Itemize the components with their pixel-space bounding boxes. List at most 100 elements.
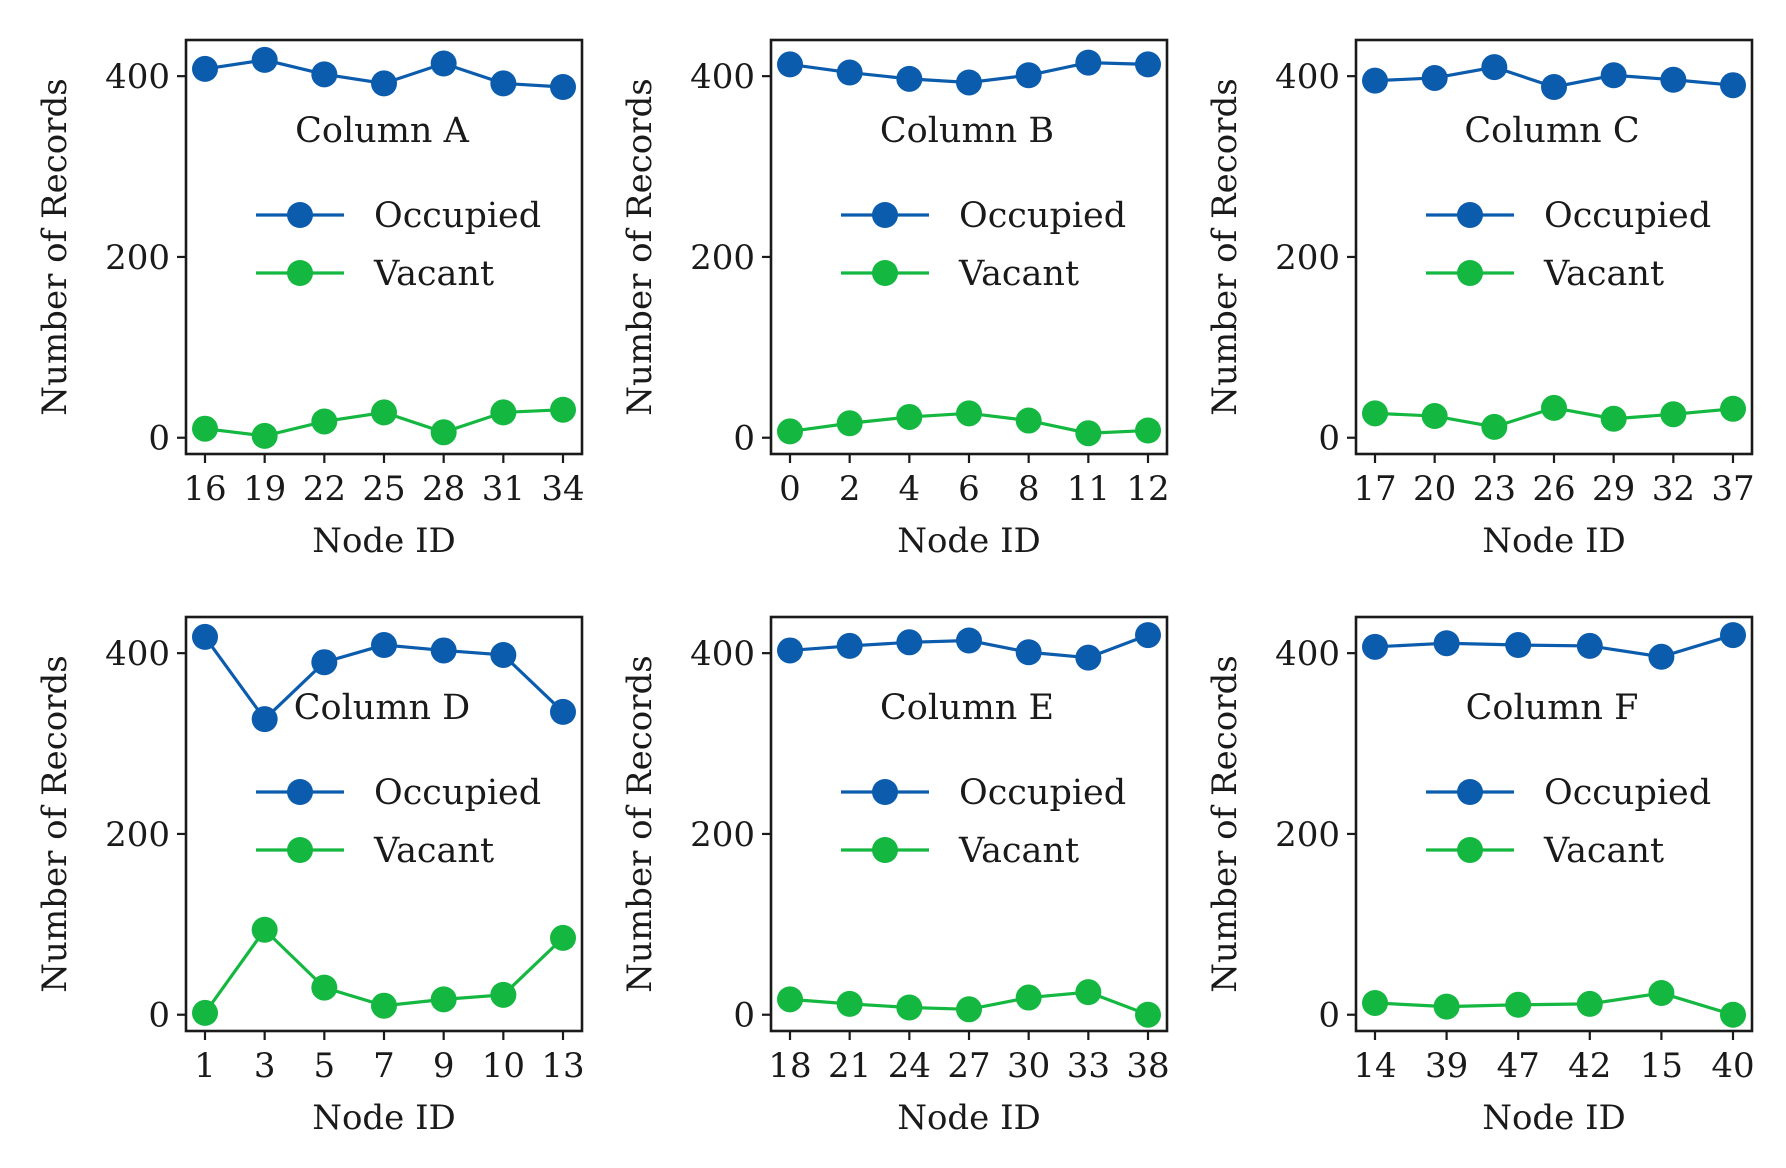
y-tick-label: 0 — [148, 419, 170, 459]
x-tick-label: 39 — [1425, 1046, 1468, 1086]
legend-marker — [1457, 779, 1483, 805]
legend-label: Vacant — [373, 831, 494, 871]
legend-marker — [1457, 837, 1483, 863]
legend-marker — [872, 779, 898, 805]
x-axis-label: Node ID — [1482, 521, 1626, 561]
data-point-occupied — [371, 632, 397, 659]
legend-entry-vacant: Vacant — [841, 831, 1079, 871]
legend-entry-vacant: Vacant — [256, 254, 494, 294]
y-tick-label: 200 — [690, 815, 755, 855]
x-tick-label: 3 — [254, 1046, 276, 1086]
legend-marker — [872, 837, 898, 863]
x-tick-label: 1 — [194, 1046, 216, 1086]
legend-entry-occupied: Occupied — [841, 196, 1126, 236]
data-point-occupied — [1541, 74, 1567, 101]
y-tick-label: 0 — [148, 996, 170, 1036]
data-point-vacant — [1600, 405, 1627, 432]
data-point-occupied — [896, 65, 923, 92]
data-point-occupied — [1648, 643, 1675, 670]
x-tick-label: 17 — [1353, 469, 1396, 509]
plot-frame — [1354, 615, 1754, 1033]
data-point-vacant — [896, 994, 923, 1021]
data-point-vacant — [311, 408, 338, 435]
x-tick-label: 32 — [1652, 469, 1695, 509]
x-tick-label: 40 — [1711, 1046, 1754, 1086]
y-tick-label: 200 — [105, 238, 170, 278]
series-line-occupied — [1374, 633, 1734, 659]
legend-entry-vacant: Vacant — [841, 254, 1079, 294]
y-tick-label: 0 — [733, 419, 755, 459]
data-point-vacant — [192, 999, 218, 1026]
x-tick-label: 31 — [482, 469, 525, 509]
legend-marker — [872, 202, 898, 228]
data-point-vacant — [251, 916, 278, 943]
legend-label: Occupied — [1544, 196, 1711, 236]
x-tick-label: 0 — [779, 469, 801, 509]
panel-title: Column C — [1464, 111, 1639, 151]
data-point-vacant — [777, 418, 803, 445]
legend-label: Occupied — [374, 196, 541, 236]
data-point-vacant — [430, 986, 457, 1013]
data-point-vacant — [192, 415, 218, 442]
data-point-vacant — [1015, 984, 1042, 1011]
x-tick-label: 4 — [899, 469, 921, 509]
y-axis-label: Number of Records — [1205, 655, 1245, 992]
y-axis-label: Number of Records — [35, 655, 75, 992]
data-point-occupied — [1362, 67, 1388, 94]
data-point-vacant — [1362, 400, 1388, 427]
y-tick-label: 400 — [1275, 57, 1340, 97]
y-tick-label: 400 — [1275, 634, 1340, 674]
data-point-occupied — [1075, 644, 1102, 671]
data-point-vacant — [1481, 413, 1508, 440]
data-point-occupied — [490, 70, 517, 97]
data-point-vacant — [550, 396, 576, 423]
data-point-vacant — [1720, 1001, 1746, 1028]
x-tick-label: 26 — [1532, 469, 1575, 509]
data-point-occupied — [777, 637, 803, 664]
data-point-occupied — [1505, 632, 1532, 659]
y-tick-label: 0 — [1318, 996, 1340, 1036]
panel-title: Column B — [880, 111, 1054, 151]
y-axis-label: Number of Records — [35, 78, 75, 415]
plot-frame — [769, 615, 1169, 1033]
data-point-vacant — [777, 986, 803, 1013]
x-tick-label: 24 — [888, 1046, 931, 1086]
y-tick-label: 0 — [733, 996, 755, 1036]
data-point-vacant — [371, 399, 397, 426]
x-tick-label: 20 — [1413, 469, 1456, 509]
data-point-occupied — [1576, 632, 1603, 659]
y-tick-label: 400 — [105, 634, 170, 674]
y-tick-label: 400 — [690, 634, 755, 674]
series-line-vacant — [1374, 991, 1734, 1017]
legend-entry-vacant: Vacant — [256, 831, 494, 871]
x-tick-label: 10 — [482, 1046, 525, 1086]
chart-panel-6: 0 200 400 14 39 47 42 15 40 Node ID Number of Reco… — [1205, 615, 1755, 1138]
y-tick-label: 200 — [1275, 238, 1340, 278]
x-tick-label: 6 — [958, 469, 980, 509]
legend-entry-vacant: Vacant — [1426, 254, 1664, 294]
data-point-vacant — [1576, 990, 1603, 1017]
y-tick-label: 0 — [1318, 419, 1340, 459]
x-tick-label: 37 — [1711, 469, 1754, 509]
legend-label: Vacant — [958, 254, 1079, 294]
data-point-occupied — [430, 637, 457, 664]
data-point-occupied — [1135, 622, 1161, 649]
y-axis-label: Number of Records — [620, 655, 660, 992]
data-point-occupied — [1135, 51, 1161, 78]
plot-frame — [184, 38, 584, 456]
data-point-occupied — [192, 623, 218, 650]
data-point-occupied — [836, 632, 863, 659]
x-tick-label: 27 — [947, 1046, 990, 1086]
data-point-vacant — [1015, 407, 1042, 434]
x-axis-label: Node ID — [312, 521, 456, 561]
legend-marker — [872, 260, 898, 286]
legend-label: Vacant — [958, 831, 1079, 871]
plot-frame — [1354, 38, 1754, 456]
data-point-occupied — [1015, 62, 1042, 89]
y-tick-label: 200 — [105, 815, 170, 855]
data-point-occupied — [550, 698, 576, 725]
data-point-vacant — [1541, 394, 1567, 421]
data-point-vacant — [490, 981, 517, 1008]
x-tick-label: 7 — [373, 1046, 395, 1086]
